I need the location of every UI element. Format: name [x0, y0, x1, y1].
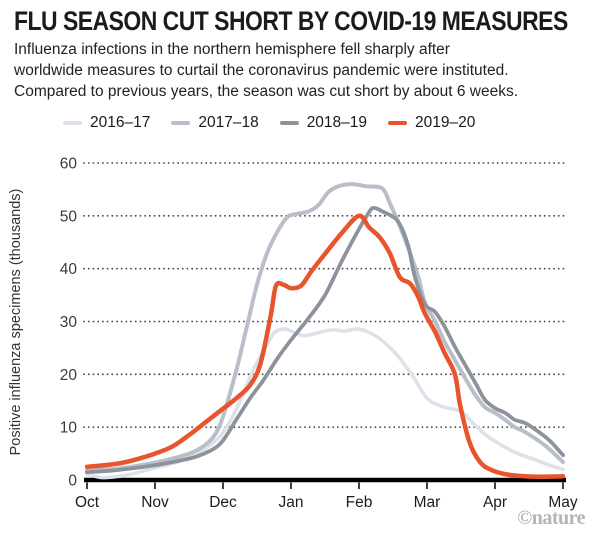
series-line-2018-19 [85, 205, 565, 474]
legend-label-2019-20: 2019–20 [415, 114, 476, 131]
nature-credit: ©nature [517, 507, 585, 529]
x-tick-label-feb: Feb [346, 494, 373, 511]
page-title-text: FLU SEASON CUT SHORT BY COVID-19 MEASURE… [14, 6, 568, 36]
legend-swatch-2018-19 [279, 120, 299, 126]
x-tick-label-may: May [548, 494, 578, 511]
legend-item-2017-18: 2017–18 [171, 114, 259, 132]
y-tick-label-60: 60 [60, 156, 78, 173]
x-tick-label-jan: Jan [279, 494, 304, 511]
series-line-2017-18 [85, 182, 565, 473]
y-axis-label: Positive influenza specimens (thousands) [8, 189, 24, 456]
y-tick-label-0: 0 [68, 473, 77, 490]
page-title: FLU SEASON CUT SHORT BY COVID-19 MEASURE… [14, 6, 600, 37]
y-tick-label-50: 50 [60, 208, 78, 225]
legend-item-2019-20: 2019–20 [388, 114, 475, 132]
chart-area: 0 10 20 30 40 50 60 Positive influenza specimen… [0, 150, 600, 540]
legend-item-2016-17: 2016–17 [63, 114, 150, 132]
x-tick-label-mar: Mar [414, 494, 441, 511]
y-tick-label-20: 20 [60, 367, 78, 384]
chart-subtitle: Influenza infections in the northern hem… [14, 41, 519, 101]
chart-legend: 2016–17 2017–18 2018–19 2019–20 [63, 114, 475, 132]
x-tick-label-dec: Dec [209, 494, 237, 511]
legend-label-2018-19: 2018–19 [306, 114, 368, 131]
legend-label-2017-18: 2017–18 [198, 114, 259, 131]
x-tick-label-oct: Oct [75, 494, 100, 511]
legend-swatch-2016-17 [63, 120, 82, 126]
legend-swatch-2017-18 [171, 120, 191, 126]
x-tick-label-apr: Apr [483, 494, 507, 511]
legend-item-2018-19: 2018–19 [279, 114, 368, 132]
legend-label-2016-17: 2016–17 [90, 114, 151, 131]
series-line-2019-20 [84, 213, 566, 480]
x-tick-label-nov: Nov [141, 494, 169, 511]
y-tick-label-10: 10 [60, 420, 78, 437]
flu-line-chart: 0 10 20 30 40 50 60 Positive influenza specimen… [8, 156, 578, 512]
legend-swatch-2019-20 [388, 120, 408, 126]
y-tick-label-30: 30 [60, 314, 78, 331]
y-tick-label-40: 40 [60, 261, 78, 278]
series-line-2016-17 [85, 327, 565, 480]
